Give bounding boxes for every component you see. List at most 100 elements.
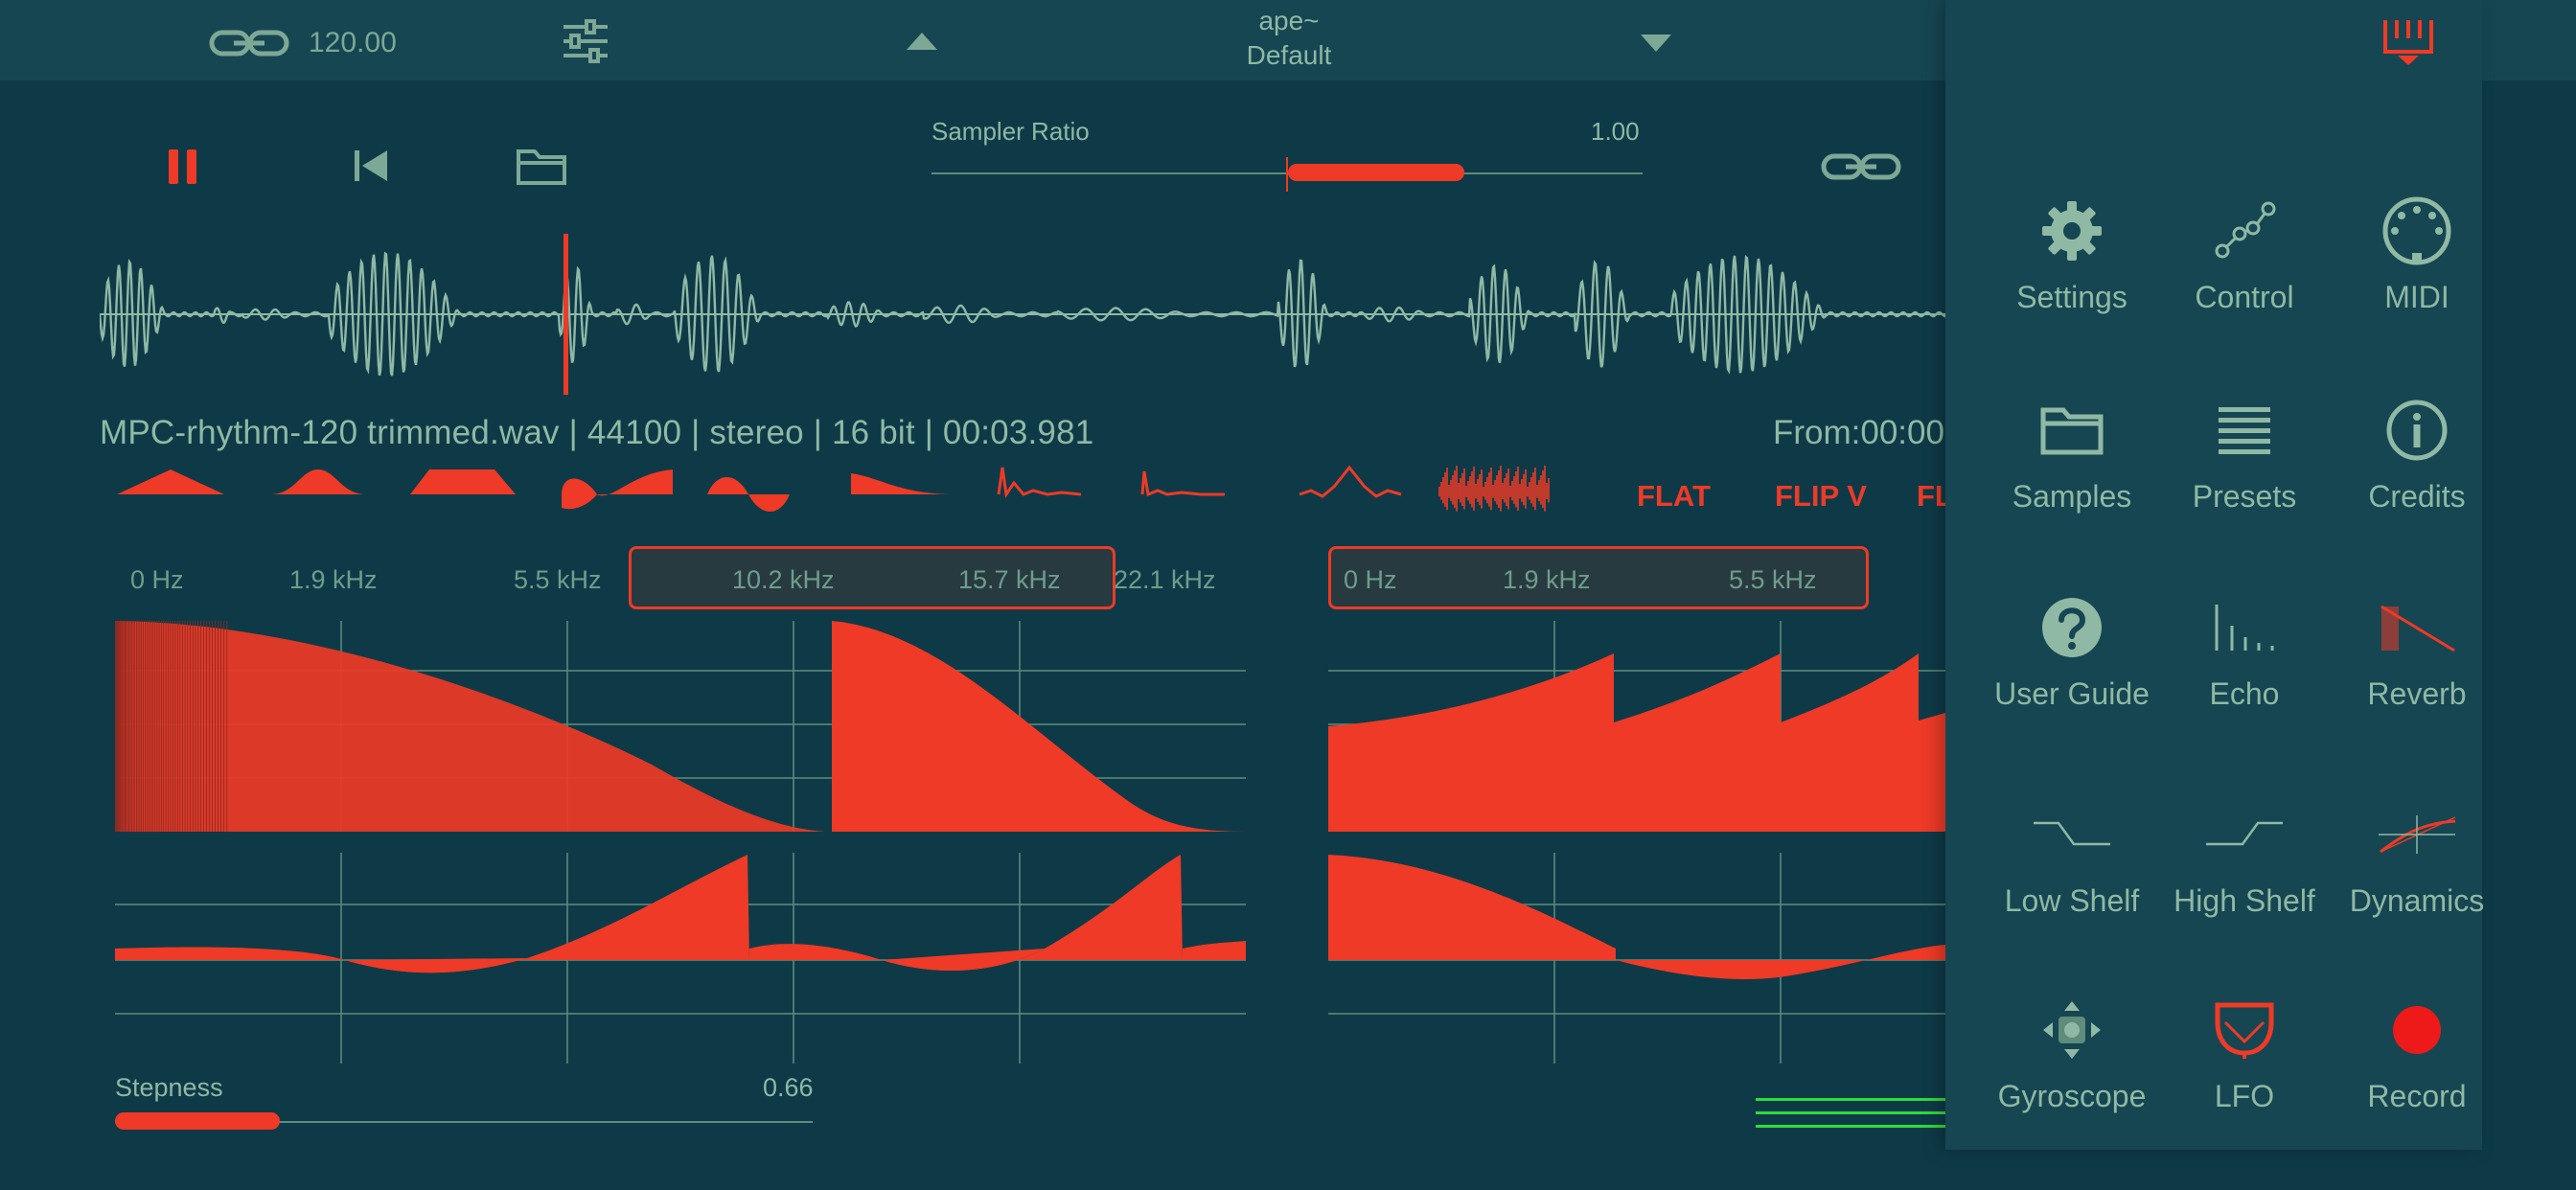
lfo-icon — [2158, 987, 2331, 1073]
waveform-display[interactable] — [98, 234, 1947, 395]
sync-link-icon[interactable] — [1821, 151, 1901, 187]
sinc-window-icon — [1299, 465, 1402, 498]
menu-credits[interactable]: Credits — [2331, 387, 2503, 515]
info-icon — [2331, 387, 2503, 473]
gyroscope-icon — [1986, 987, 2158, 1073]
sampler-ratio-fill[interactable] — [1288, 164, 1464, 181]
flat-button[interactable]: FLAT — [1637, 479, 1711, 513]
left-freq-range-box[interactable] — [629, 546, 1116, 609]
rewind-icon[interactable] — [355, 149, 389, 187]
menu-reverb[interactable]: Reverb — [2331, 584, 2503, 712]
menu-samples[interactable]: Samples — [1986, 387, 2158, 515]
open-folder-icon[interactable] — [516, 146, 567, 191]
menu-label: User Guide — [1994, 676, 2150, 711]
decay-window-icon — [851, 473, 956, 494]
file-info: MPC-rhythm-120 trimmed.wav | 44100 | ste… — [100, 414, 1094, 451]
dynamics-icon — [2331, 791, 2503, 878]
menu-label: Reverb — [2367, 676, 2467, 711]
menu-lfo[interactable]: LFO — [2158, 987, 2331, 1114]
right-phase-graph[interactable] — [1328, 853, 1945, 1064]
right-freq-label: 0 Hz — [1344, 565, 1397, 594]
menu-panel: Settings Control MIDI Samples Presets Cr… — [1945, 0, 2484, 1150]
preset-selector[interactable]: ape~ Default — [1150, 4, 1428, 73]
preset-prev-icon[interactable] — [907, 33, 937, 55]
right-freq-range-box[interactable] — [1328, 546, 1869, 609]
menu-label: Dynamics — [2349, 883, 2485, 918]
nodes-icon — [2158, 188, 2331, 274]
right-spectrum-graph[interactable] — [1328, 621, 1945, 832]
sampler-ratio-value: 1.00 — [1591, 117, 1640, 146]
menu-label: LFO — [2214, 1079, 2275, 1113]
high-shelf-icon — [2158, 791, 2331, 878]
left-phase-graph[interactable] — [115, 853, 1246, 1064]
menu-midi[interactable]: MIDI — [2331, 188, 2503, 315]
menu-label: Gyroscope — [1997, 1079, 2147, 1113]
question-icon — [1986, 584, 2158, 671]
menu-control[interactable]: Control — [2158, 188, 2331, 315]
click-window-icon — [1140, 470, 1225, 497]
menu-settings[interactable]: Settings — [1986, 188, 2158, 315]
left-freq-label: 5.5 kHz — [514, 565, 602, 594]
hann-window-icon — [270, 469, 366, 494]
menu-record[interactable]: Record — [2331, 987, 2503, 1114]
plugin-name: ape~ — [1258, 6, 1320, 35]
right-freq-label: 5.5 kHz — [1729, 565, 1817, 594]
preset-next-icon[interactable] — [1641, 34, 1671, 57]
menu-dynamics[interactable]: Dynamics — [2331, 791, 2503, 919]
triangle-window-icon — [117, 469, 224, 494]
menu-low-shelf[interactable]: Low Shelf — [1986, 791, 2158, 919]
window-shape-row — [113, 464, 1570, 523]
noise-window-icon — [1438, 466, 1550, 512]
reverb-icon — [2331, 584, 2503, 671]
left-freq-label: 22.1 kHz — [1114, 565, 1216, 594]
stepness-track[interactable] — [115, 1121, 813, 1123]
right-freq-label: 1.9 kHz — [1503, 565, 1591, 594]
preset-name: Default — [1246, 40, 1332, 70]
menu-label: MIDI — [2384, 280, 2450, 314]
menu-echo[interactable]: Echo — [2158, 584, 2331, 712]
from-position: From:00:00 — [1773, 414, 1944, 451]
menu-high-shelf[interactable]: High Shelf — [2158, 791, 2331, 919]
stepness-fill[interactable] — [115, 1112, 280, 1130]
sampler-ratio-center-tick — [1286, 157, 1288, 192]
bpm-value[interactable]: 120.00 — [309, 27, 397, 58]
menu-label: Echo — [2209, 676, 2280, 711]
menu-label: Settings — [2016, 280, 2128, 314]
menu-label: Low Shelf — [2004, 883, 2140, 918]
echo-icon — [2158, 584, 2331, 671]
menu-label: Credits — [2368, 479, 2466, 514]
pause-icon[interactable] — [169, 149, 197, 189]
left-freq-label: 10.2 kHz — [732, 565, 835, 594]
folder-icon — [1986, 387, 2158, 473]
left-spectrum-graph[interactable] — [114, 621, 1246, 832]
list-icon — [2158, 387, 2331, 473]
impulse-window-icon — [997, 467, 1082, 499]
sampler-ratio-label: Sampler Ratio — [932, 117, 1090, 146]
midi-din-icon — [2331, 188, 2503, 274]
menu-label: Control — [2195, 280, 2294, 314]
left-freq-label: 0 Hz — [130, 565, 184, 594]
tempo-link-icon[interactable] — [209, 27, 289, 59]
keyboard-menu-icon[interactable] — [2382, 17, 2434, 72]
trapezoid-window-icon — [410, 469, 516, 494]
gear-icon — [1986, 188, 2158, 274]
left-freq-label: 15.7 kHz — [958, 565, 1061, 594]
menu-label: Record — [2367, 1079, 2467, 1113]
menu-label: Presets — [2192, 479, 2297, 514]
stepness-label: Stepness — [115, 1073, 223, 1102]
menu-user-guide[interactable]: User Guide — [1986, 584, 2158, 712]
stepness-value: 0.66 — [763, 1073, 814, 1102]
mixer-sliders-icon[interactable] — [562, 19, 610, 68]
menu-presets[interactable]: Presets — [2158, 387, 2331, 515]
left-freq-label: 1.9 kHz — [289, 565, 378, 594]
full-sine-window-icon — [707, 477, 790, 512]
flip-v-button[interactable]: FLIP V — [1775, 479, 1867, 513]
playhead[interactable] — [564, 234, 568, 395]
record-icon — [2331, 987, 2503, 1073]
sine-window-icon — [562, 469, 673, 510]
menu-gyroscope[interactable]: Gyroscope — [1986, 987, 2158, 1114]
low-shelf-icon — [1986, 791, 2158, 878]
menu-label: High Shelf — [2174, 883, 2315, 918]
output-level-meter — [1756, 1096, 1947, 1134]
menu-label: Samples — [2012, 479, 2132, 514]
